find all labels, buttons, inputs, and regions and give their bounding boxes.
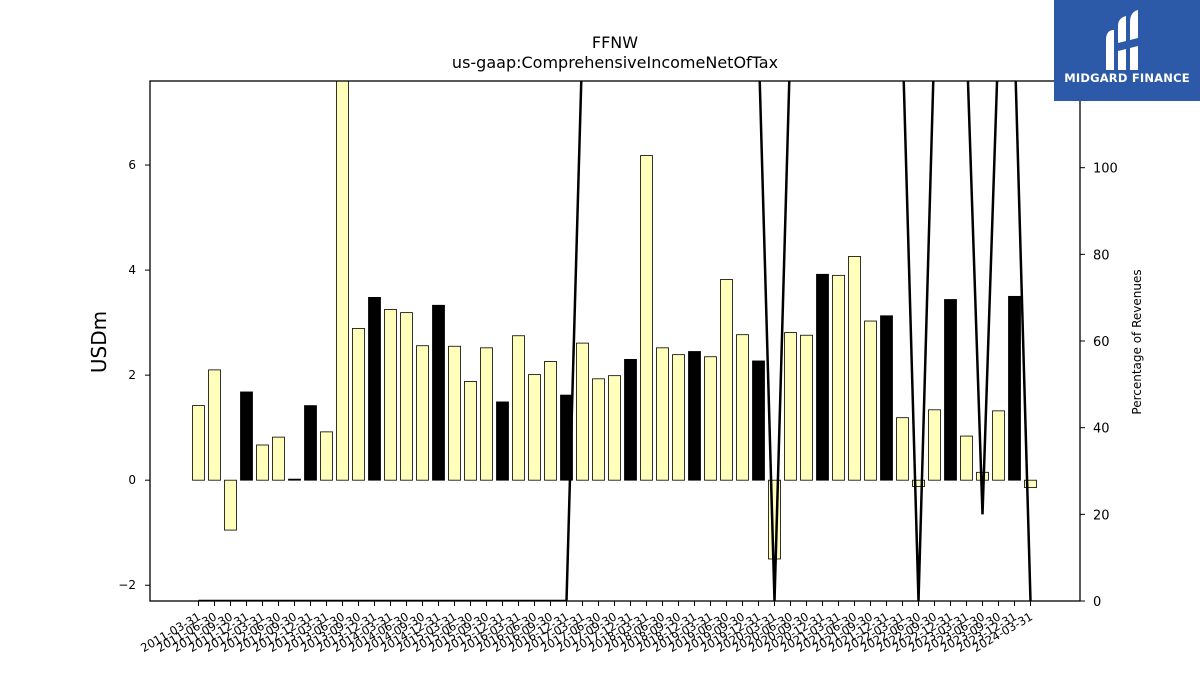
bar-2012-09-30 [288,478,301,481]
bar-2018-06-30 [656,347,669,481]
bar-2013-03-31 [320,431,333,481]
bar-2014-06-30 [400,312,413,481]
y-axis-label: USDm [87,311,111,373]
bar-2011-12-31 [240,391,253,481]
bar-2011-06-30 [208,369,221,481]
bar-2014-03-31 [384,309,397,481]
midgard-logo-icon [1106,10,1138,70]
bar-2016-03-31 [512,335,525,481]
bar-2014-09-30 [416,345,429,481]
bar-2016-09-30 [544,361,557,481]
bar-2017-03-31 [576,342,589,481]
chart-subtitle: us-gaap:ComprehensiveIncomeNetOfTax [452,53,778,72]
bar-2013-12-31 [368,297,381,481]
bar-2015-12-31 [496,401,509,481]
bar-2021-12-31 [880,315,893,481]
y-tick-label: 0 [128,473,136,487]
bar-2022-12-31 [944,299,957,481]
y2-tick-label: 60 [1093,335,1110,350]
y2-axis: 0 20 40 60 80 100 [1080,162,1118,610]
y-tick-label: 4 [128,263,136,277]
brand-logo: MIDGARD FINANCE [1054,0,1200,101]
bar-2016-06-30 [528,374,541,481]
brand-name: MIDGARD FINANCE [1064,71,1190,85]
y2-tick-label: 100 [1093,162,1118,177]
bar-2024-03-31 [1024,479,1037,488]
bar-2013-06-30 [336,81,349,481]
bar-2017-09-30 [608,375,621,481]
bar-2022-06-30 [912,479,925,487]
y-tick-label: −2 [118,578,136,592]
y2-tick-label: 80 [1093,248,1110,263]
bar-2015-09-30 [480,347,493,481]
bar-2014-12-31 [432,304,445,481]
bar-2022-03-31 [896,417,909,481]
bar-2020-12-31 [816,273,829,481]
bar-2021-03-31 [832,274,845,481]
y-axis: −2 0 2 4 6 [118,158,150,592]
y2-tick-label: 40 [1093,422,1110,437]
bar-2012-06-30 [272,436,285,481]
y2-axis-label: Percentage of Revenues [1130,269,1144,414]
bar-2017-06-30 [592,378,605,481]
bar-2023-09-30 [992,410,1005,481]
chart-title: FFNW [592,33,638,52]
y-tick-label: 2 [128,368,136,382]
plot-frame [149,80,1081,602]
bar-2012-12-31 [304,405,317,481]
pct-of-revenues-line [198,81,1032,601]
bar-2019-03-31 [704,356,717,481]
bar-2015-03-31 [448,345,461,481]
bar-2019-06-30 [720,279,733,481]
bar-2015-06-30 [464,381,477,481]
bar-2013-09-30 [352,327,365,481]
bar-2017-12-31 [624,358,637,481]
bar-2018-12-31 [688,351,701,481]
y2-tick-label: 0 [1093,595,1101,610]
bar-2019-12-31 [752,360,765,481]
bar-2021-09-30 [864,320,877,481]
bar-2023-12-31 [1008,295,1021,481]
bar-2022-09-30 [928,409,941,481]
bar-2020-06-30 [784,332,797,481]
bar-2021-06-30 [848,256,861,481]
bar-2018-03-31 [640,155,653,481]
bar-2020-09-30 [800,334,813,481]
bar-2011-09-30 [224,479,237,531]
x-axis: 2011-03-312011-06-302011-09-302011-12-31… [138,601,1035,655]
bar-2019-09-30 [736,334,749,481]
bar-series [192,81,1037,560]
bar-2012-03-31 [256,444,269,481]
bar-2011-03-31 [192,405,205,481]
y-tick-label: 6 [128,158,136,172]
y2-tick-label: 20 [1093,508,1110,523]
bar-2023-03-31 [960,435,973,481]
pct-line-series [198,81,1032,601]
bar-2018-09-30 [672,354,685,481]
